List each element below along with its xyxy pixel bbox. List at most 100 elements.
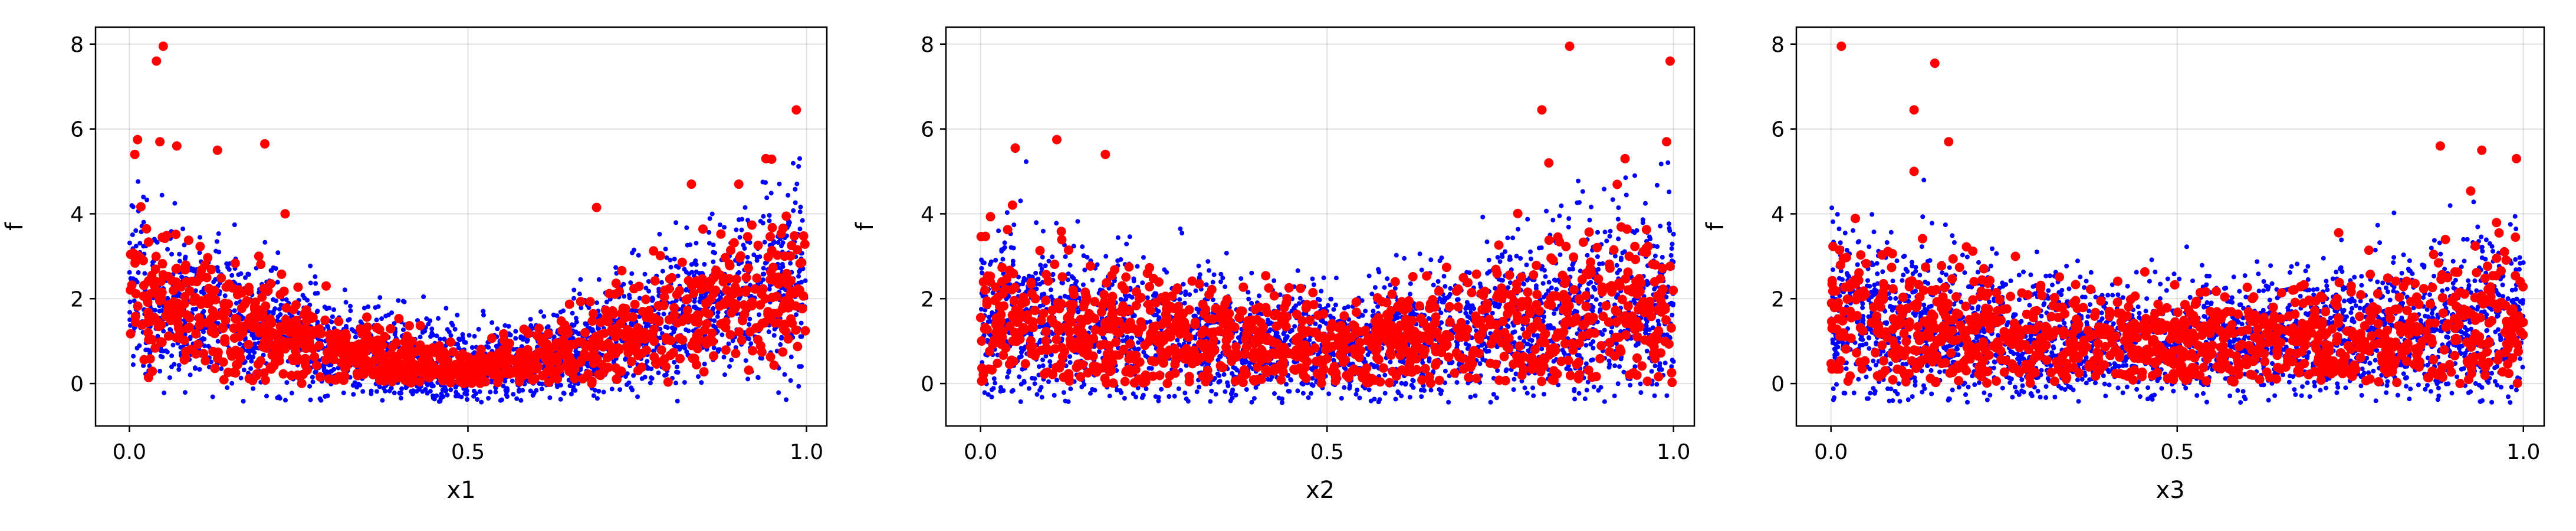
red-point bbox=[589, 309, 599, 319]
blue-point bbox=[1220, 276, 1225, 281]
red-point bbox=[675, 353, 685, 363]
blue-point bbox=[1546, 280, 1552, 285]
blue-point bbox=[1512, 329, 1517, 335]
blue-point bbox=[798, 204, 803, 209]
blue-point bbox=[1363, 309, 1368, 314]
red-point bbox=[592, 354, 602, 364]
blue-point bbox=[177, 258, 182, 264]
red-point bbox=[737, 335, 747, 345]
blue-point bbox=[249, 359, 254, 364]
blue-point bbox=[793, 186, 798, 192]
red-point bbox=[147, 335, 157, 345]
red-point bbox=[570, 373, 580, 384]
red-point bbox=[351, 344, 362, 353]
blue-point bbox=[1376, 267, 1381, 272]
red-point bbox=[143, 327, 153, 337]
blue-point bbox=[397, 391, 403, 396]
red-point bbox=[331, 328, 341, 338]
blue-point bbox=[1593, 297, 1599, 302]
red-point bbox=[334, 316, 344, 326]
blue-point bbox=[631, 373, 636, 378]
red-point bbox=[373, 369, 382, 379]
blue-point bbox=[510, 378, 515, 384]
blue-point bbox=[193, 366, 198, 371]
blue-point bbox=[717, 347, 722, 352]
blue-point bbox=[693, 258, 698, 263]
red-point bbox=[771, 291, 781, 301]
red-point bbox=[166, 300, 176, 310]
blue-point bbox=[692, 299, 697, 304]
red-point bbox=[311, 360, 321, 371]
blue-point bbox=[1002, 240, 1007, 245]
red-point bbox=[655, 251, 665, 261]
red-point bbox=[326, 335, 336, 345]
blue-point bbox=[1609, 329, 1614, 335]
blue-point bbox=[1331, 307, 1336, 312]
red-point bbox=[753, 335, 763, 345]
red-point bbox=[139, 280, 149, 290]
blue-point bbox=[800, 218, 805, 223]
blue-point bbox=[803, 278, 808, 283]
red-point bbox=[396, 348, 406, 358]
blue-point bbox=[1419, 267, 1424, 273]
red-point bbox=[212, 145, 222, 155]
red-point bbox=[523, 329, 533, 339]
blue-point bbox=[481, 313, 486, 317]
blue-point bbox=[144, 197, 150, 202]
blue-point bbox=[494, 343, 499, 349]
blue-point bbox=[1209, 388, 1214, 394]
blue-point bbox=[734, 227, 739, 232]
red-point bbox=[786, 276, 796, 286]
blue-point bbox=[1172, 394, 1177, 399]
blue-point bbox=[1382, 372, 1388, 378]
blue-point bbox=[758, 218, 763, 224]
red-point bbox=[152, 56, 162, 66]
blue-point bbox=[172, 362, 177, 367]
red-point bbox=[169, 286, 178, 296]
blue-point bbox=[1295, 268, 1300, 273]
blue-point bbox=[182, 390, 188, 395]
blue-point bbox=[1326, 391, 1332, 396]
plot-area bbox=[975, 41, 1678, 405]
blue-point bbox=[310, 379, 316, 385]
red-point bbox=[160, 234, 170, 243]
red-point bbox=[439, 347, 449, 357]
blue-point bbox=[1671, 231, 1676, 237]
blue-point bbox=[761, 277, 765, 283]
blue-point bbox=[1577, 353, 1582, 358]
blue-point bbox=[262, 240, 268, 245]
red-point bbox=[734, 327, 744, 337]
blue-point bbox=[569, 322, 574, 327]
blue-point bbox=[1210, 297, 1215, 303]
blue-point bbox=[1131, 391, 1136, 396]
blue-point bbox=[715, 314, 720, 319]
red-point bbox=[659, 354, 669, 364]
blue-point bbox=[993, 381, 998, 386]
blue-point bbox=[1187, 292, 1192, 297]
blue-point bbox=[1511, 387, 1516, 392]
blue-point bbox=[1300, 391, 1306, 396]
blue-point bbox=[537, 381, 542, 386]
blue-point bbox=[436, 316, 441, 321]
red-point bbox=[569, 365, 579, 375]
red-point bbox=[204, 283, 214, 293]
blue-point bbox=[649, 376, 655, 381]
red-point bbox=[302, 365, 312, 375]
red-point bbox=[206, 327, 216, 337]
red-point bbox=[795, 258, 805, 268]
blue-point bbox=[665, 325, 670, 330]
blue-point bbox=[1435, 279, 1441, 284]
red-point bbox=[151, 251, 161, 261]
blue-point bbox=[1528, 249, 1533, 254]
blue-point bbox=[719, 332, 725, 337]
blue-point bbox=[159, 192, 165, 198]
blue-point bbox=[226, 267, 232, 272]
blue-point bbox=[1249, 301, 1254, 306]
blue-point bbox=[273, 266, 278, 271]
blue-point bbox=[796, 384, 801, 389]
red-point bbox=[649, 352, 659, 362]
red-point bbox=[212, 353, 222, 363]
blue-point bbox=[613, 265, 619, 270]
blue-point bbox=[383, 388, 388, 394]
blue-point bbox=[1505, 235, 1510, 241]
